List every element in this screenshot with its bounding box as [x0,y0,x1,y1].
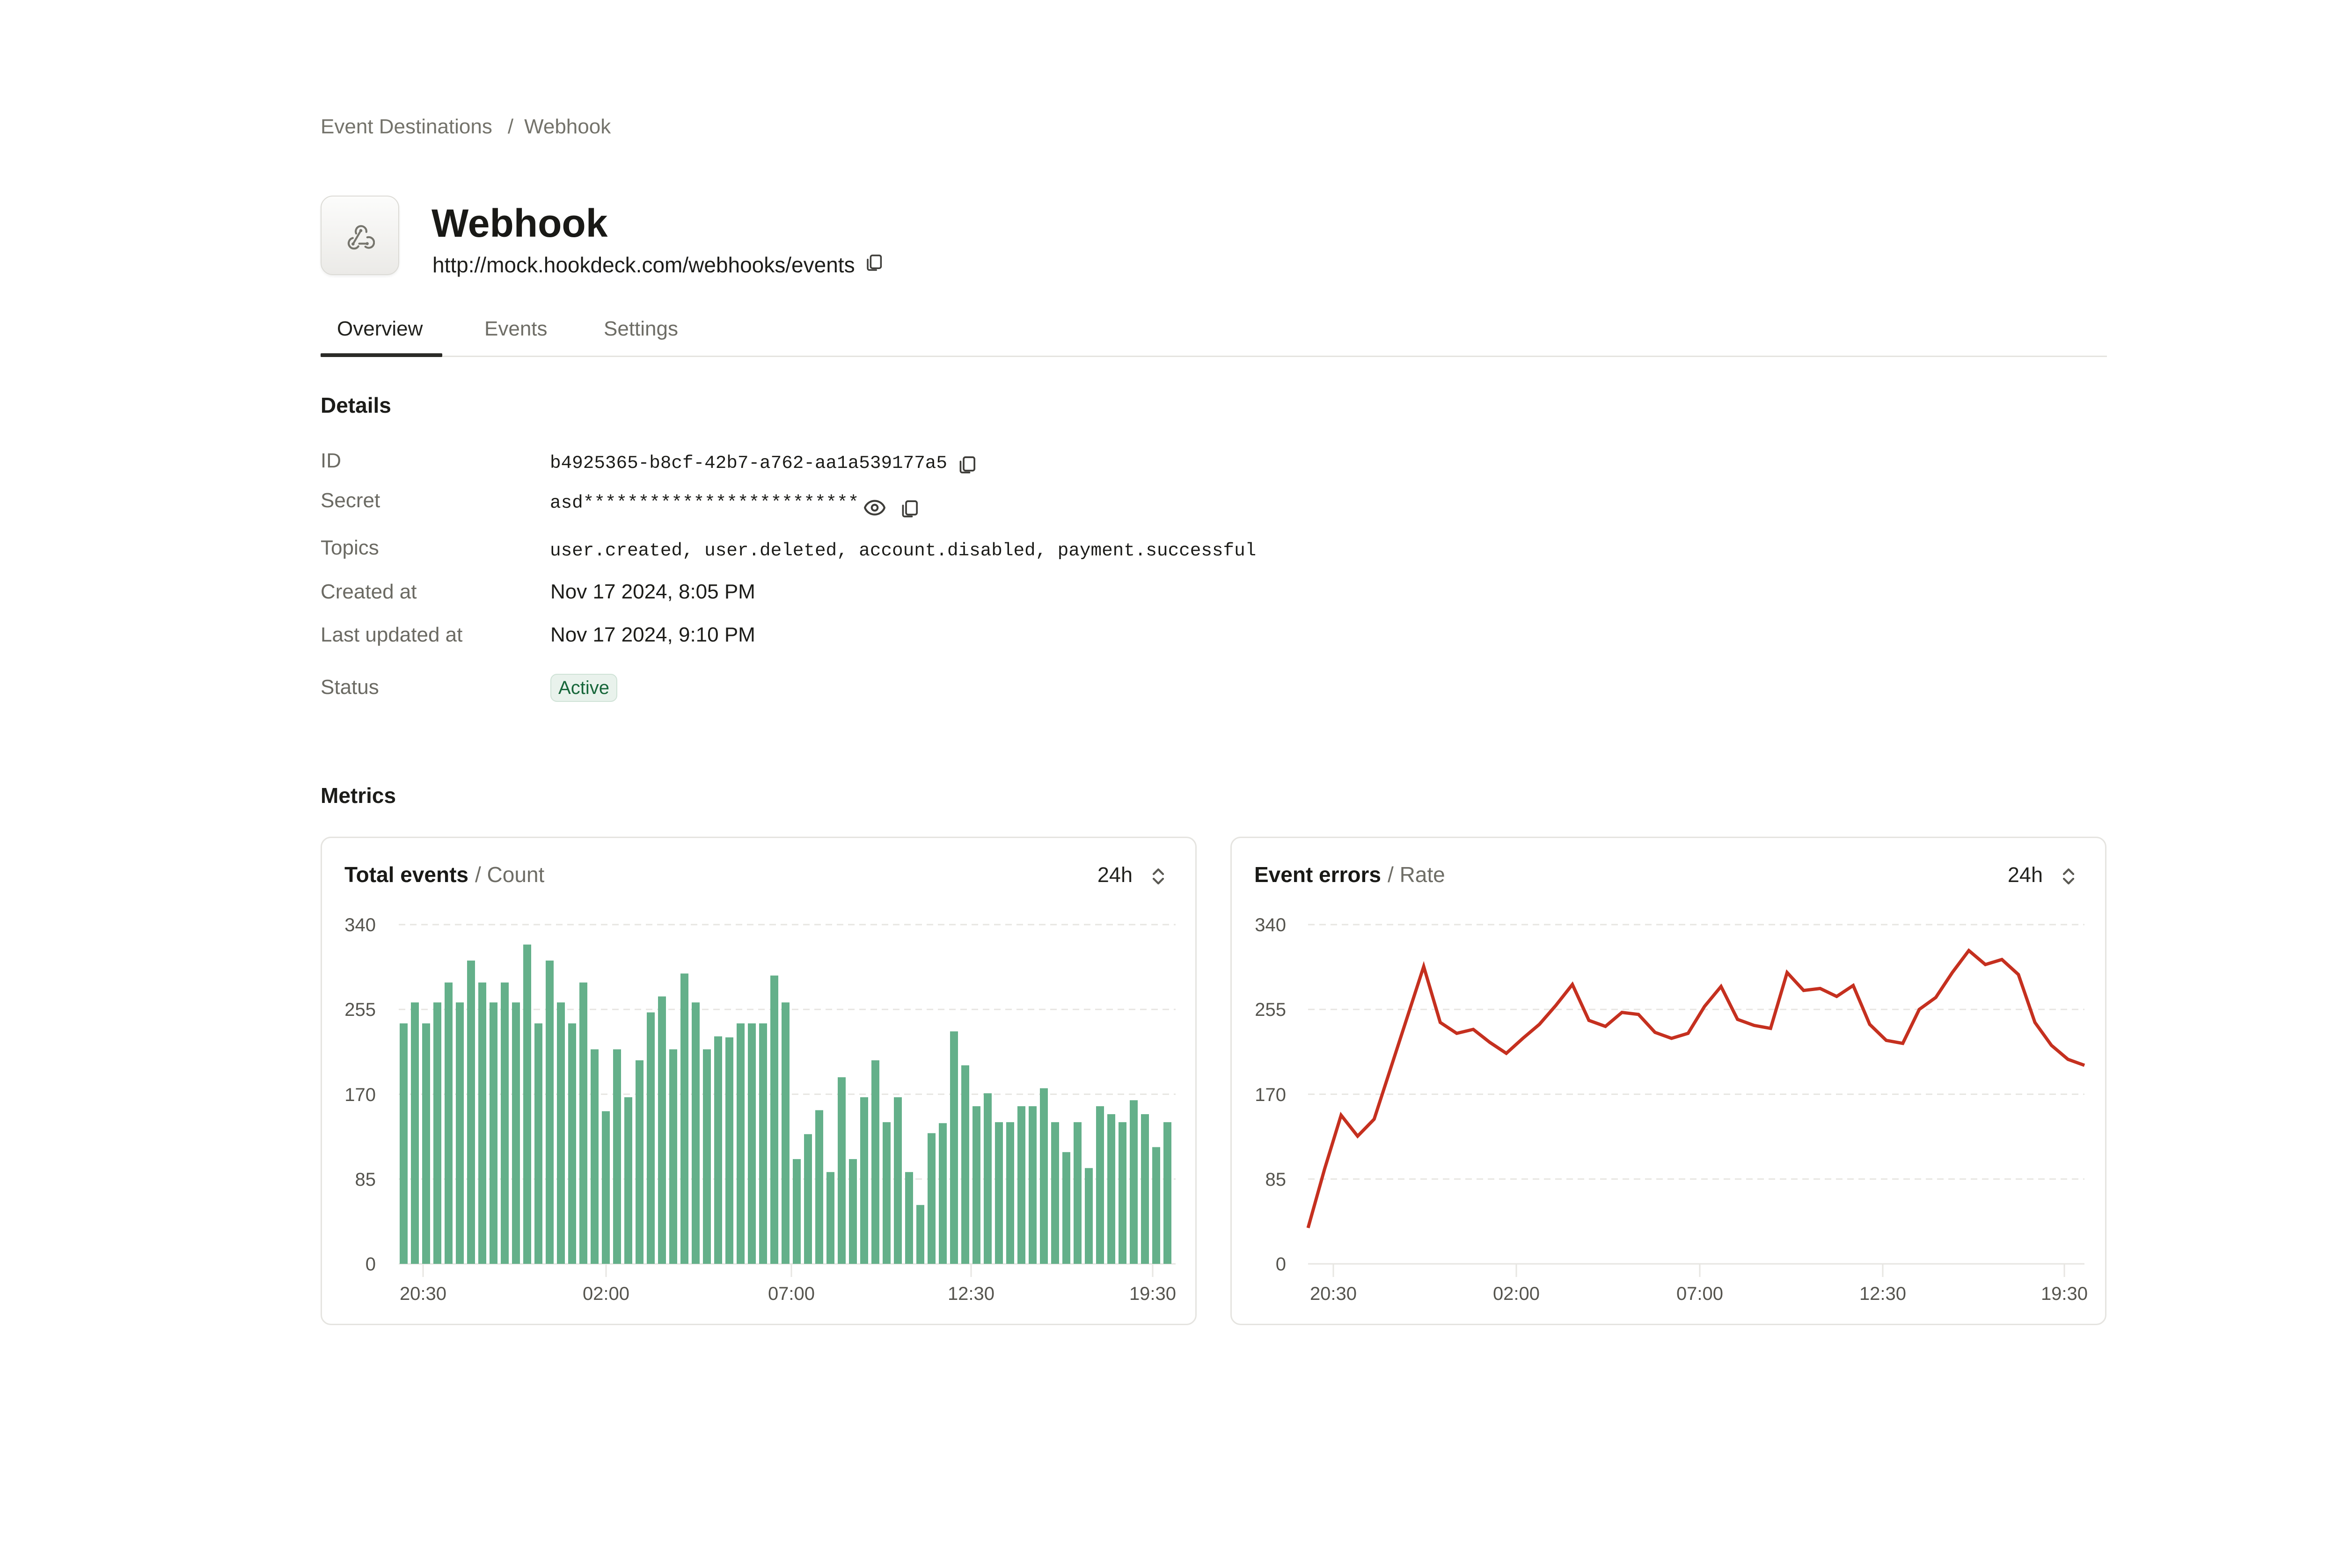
svg-text:02:00: 02:00 [583,1284,629,1304]
svg-text:85: 85 [1265,1169,1287,1190]
svg-text:170: 170 [344,1085,376,1105]
svg-text:0: 0 [366,1254,376,1275]
svg-text:24h: 24h [1097,863,1133,887]
svg-text:24h: 24h [2008,863,2043,887]
svg-text:85: 85 [355,1169,376,1190]
svg-text:07:00: 07:00 [768,1284,815,1304]
svg-text:Total events/ Count: Total events / Count [344,862,545,887]
svg-text:170: 170 [1255,1085,1286,1105]
svg-text:Event errors/ Rate: Event errors / Rate [1254,862,1445,887]
svg-text:20:30: 20:30 [400,1284,446,1304]
svg-text:12:30: 12:30 [948,1284,995,1304]
svg-text:255: 255 [344,999,376,1020]
svg-text:340: 340 [1255,915,1286,935]
svg-text:07:00: 07:00 [1676,1284,1723,1304]
svg-text:19:30: 19:30 [1129,1284,1176,1304]
svg-text:255: 255 [1255,999,1286,1020]
svg-text:12:30: 12:30 [1859,1284,1906,1304]
svg-text:0: 0 [1276,1254,1286,1275]
svg-text:19:30: 19:30 [2041,1284,2088,1304]
svg-text:02:00: 02:00 [1493,1284,1540,1304]
svg-text:340: 340 [344,915,376,935]
svg-text:20:30: 20:30 [1310,1284,1357,1304]
